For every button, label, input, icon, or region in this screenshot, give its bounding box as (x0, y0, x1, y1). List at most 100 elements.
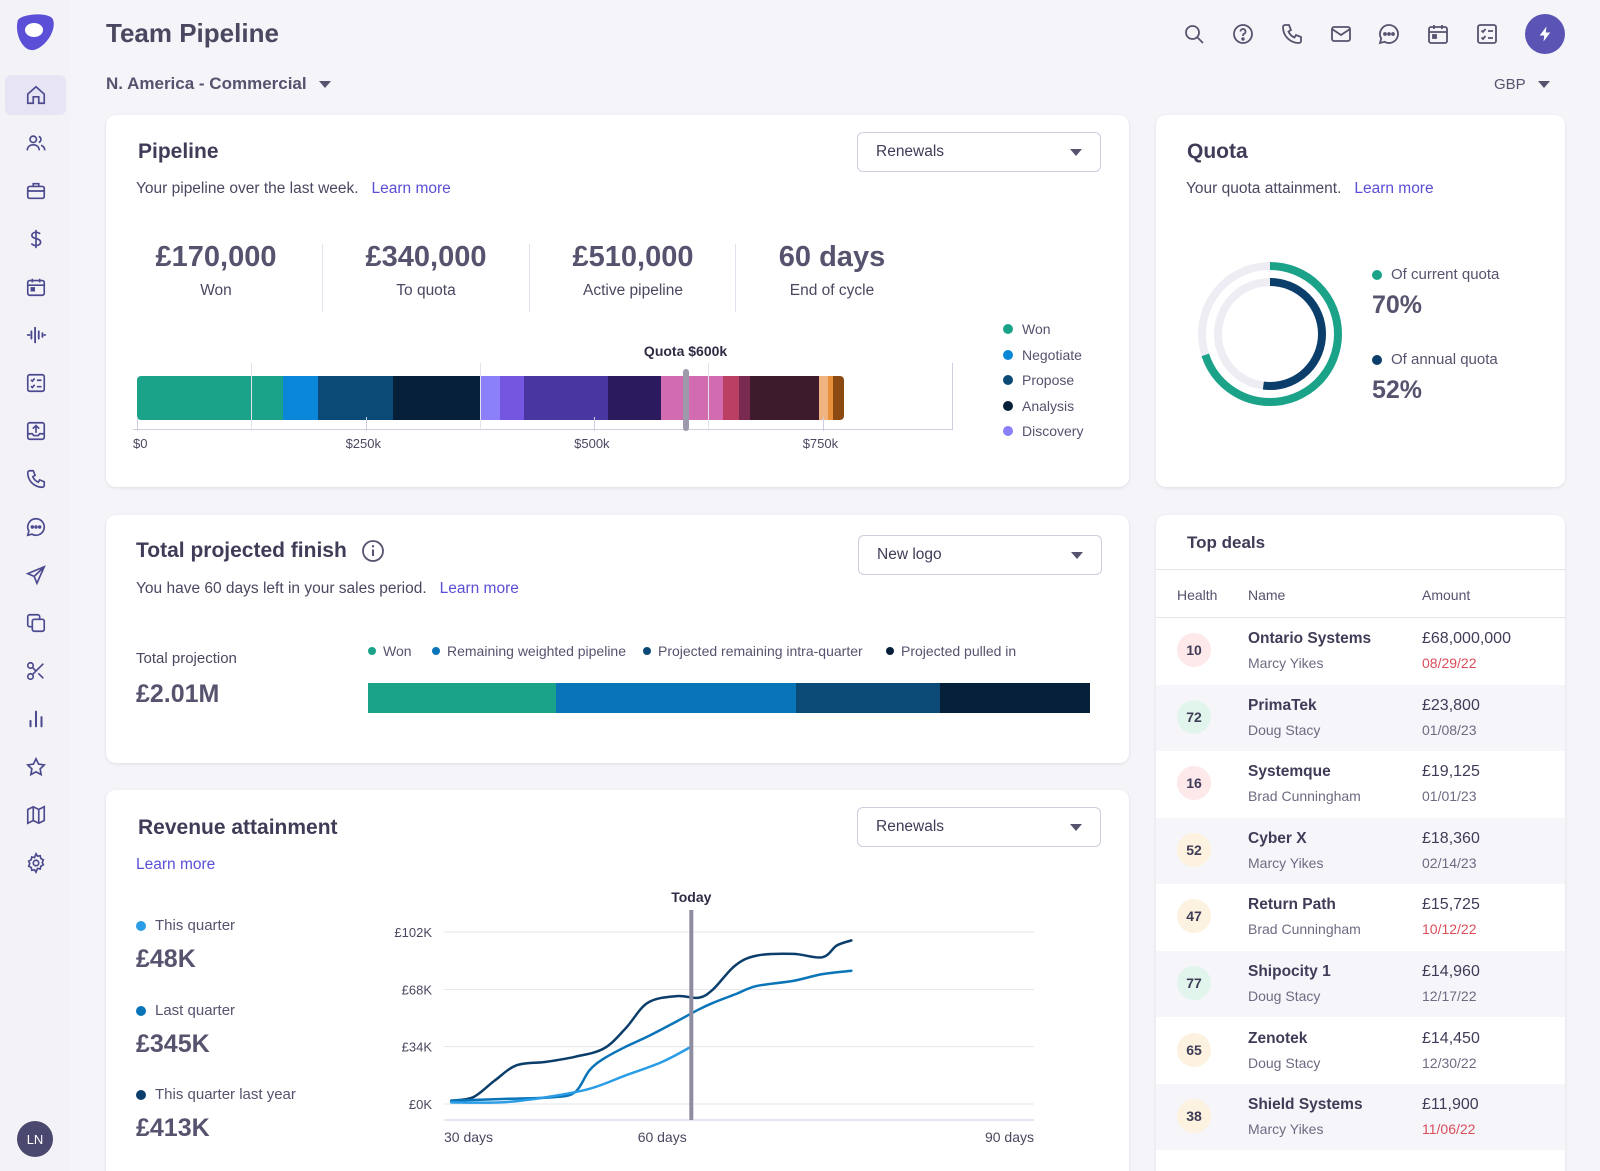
pipeline-segment[interactable] (318, 376, 394, 420)
column-health[interactable]: Health (1177, 587, 1218, 603)
deal-name: Systemque (1248, 763, 1331, 781)
nav-settings[interactable] (5, 843, 66, 883)
pipeline-segment[interactable] (283, 376, 319, 420)
tasks-button[interactable] (1475, 22, 1499, 46)
quota-subtitle-text: Your quota attainment. (1186, 180, 1342, 197)
checklist-icon (26, 373, 45, 393)
nav-calendar[interactable] (5, 267, 66, 307)
pipeline-segment[interactable] (723, 376, 740, 420)
pipeline-segment[interactable] (738, 376, 751, 420)
legend-label: Projected remaining intra-quarter (658, 643, 863, 659)
nav-reports[interactable] (5, 699, 66, 739)
x-tick-label: 90 days (985, 1129, 1034, 1145)
revenue-type-dropdown[interactable]: Renewals (857, 807, 1101, 847)
nav-territories[interactable] (5, 795, 66, 835)
nav-revenue[interactable] (5, 219, 66, 259)
help-button[interactable] (1231, 22, 1255, 46)
nav-tasks[interactable] (5, 363, 66, 403)
projection-segment[interactable] (796, 683, 940, 713)
info-icon[interactable] (361, 539, 385, 563)
nav-sequences[interactable] (5, 555, 66, 595)
nav-templates[interactable] (5, 603, 66, 643)
pipeline-learn-more-link[interactable]: Learn more (371, 180, 451, 197)
map-icon (26, 805, 45, 825)
revenue-card: Revenue attainment Learn more Renewals T… (106, 790, 1129, 1171)
quota-ring-annual (1214, 278, 1326, 390)
health-badge: 16 (1177, 766, 1211, 801)
projection-stacked-bar (368, 683, 1090, 713)
nav-chat[interactable] (5, 507, 66, 547)
total-projection-value: £2.01M (136, 680, 220, 708)
pipeline-segment[interactable] (819, 376, 829, 420)
table-row[interactable]: 65 Zenotek Doug Stacy £14,450 12/30/22 (1156, 1018, 1565, 1084)
pipeline-segment[interactable] (660, 376, 724, 420)
health-badge: 47 (1177, 899, 1211, 934)
projection-segment[interactable] (556, 683, 797, 713)
top-deals-card: Top deals Health Name Amount 10 Ontario S… (1156, 515, 1565, 1171)
pipeline-segment[interactable] (393, 376, 481, 420)
table-row[interactable]: 16 Systemque Brad Cunningham £19,125 01/01/2… (1156, 751, 1565, 817)
deal-name: Ontario Systems (1248, 630, 1372, 647)
legend-dot (1372, 269, 1382, 280)
nav-people[interactable] (5, 123, 66, 163)
mail-button[interactable] (1329, 22, 1353, 46)
pipeline-segment[interactable] (828, 376, 834, 420)
axis-gridline (708, 363, 710, 431)
user-avatar[interactable]: LN (17, 1121, 53, 1157)
currency-label: GBP (1494, 76, 1526, 93)
quick-actions-button[interactable] (1525, 14, 1565, 54)
nav-home[interactable] (5, 75, 66, 115)
phone-button[interactable] (1280, 22, 1304, 46)
axis-gridline (822, 417, 824, 431)
stat-label: End of cycle (789, 282, 875, 299)
revenue-learn-more-link[interactable]: Learn more (136, 856, 216, 873)
table-row[interactable]: 77 Shipocity 1 Doug Stacy £14,960 12/17/22 (1156, 951, 1565, 1017)
table-row[interactable]: 47 Return Path Brad Cunningham £15,725 10/12… (1156, 884, 1565, 950)
chat-button[interactable] (1377, 22, 1401, 46)
pipeline-type-dropdown[interactable]: Renewals (857, 132, 1101, 172)
table-row[interactable]: 10 Ontario Systems Marcy Yikes £68,000,000 0… (1156, 618, 1565, 684)
quota-learn-more-link[interactable]: Learn more (1354, 180, 1434, 197)
region-selector[interactable]: N. America - Commercial (106, 74, 331, 94)
dollar-icon (30, 229, 41, 249)
deal-close-date: 08/29/22 (1422, 655, 1477, 671)
pipeline-segment[interactable] (137, 376, 284, 420)
column-name[interactable]: Name (1248, 587, 1286, 603)
pipeline-segment[interactable] (607, 376, 662, 420)
pipeline-segment[interactable] (479, 376, 501, 420)
nav-calls[interactable] (5, 459, 66, 499)
legend-item: Propose (1003, 372, 1074, 388)
summary-last-quarter: Last quarter (136, 1002, 235, 1019)
nav-deals[interactable] (5, 171, 66, 211)
deal-amount: £14,450 (1422, 1029, 1480, 1047)
deal-amount: £23,800 (1422, 696, 1480, 714)
pipeline-segment[interactable] (832, 376, 844, 420)
table-row[interactable]: 52 Cyber X Marcy Yikes £18,360 02/14/23 (1156, 817, 1565, 884)
nav-conversations[interactable] (5, 315, 66, 355)
projection-type-dropdown[interactable]: New logo (858, 535, 1102, 575)
nav-inbox[interactable] (5, 411, 66, 451)
stat-to-quota: £340,000 To quota (331, 241, 521, 300)
sidebar: LN (0, 0, 70, 1171)
calendar-button[interactable] (1426, 22, 1450, 46)
deal-name: Shipocity 1 (1248, 963, 1331, 980)
search-button[interactable] (1182, 22, 1206, 46)
projection-segment[interactable] (939, 683, 1090, 713)
nav-snippets[interactable] (5, 651, 66, 691)
projection-dropdown-value: New logo (877, 546, 942, 563)
nav-favorites[interactable] (5, 747, 66, 787)
projection-segment[interactable] (368, 683, 557, 713)
currency-selector[interactable]: GBP (1494, 76, 1550, 93)
x-tick-label: 60 days (638, 1129, 687, 1145)
legend-item: Discovery (1003, 423, 1083, 439)
pipeline-segment[interactable] (499, 376, 525, 420)
projection-learn-more-link[interactable]: Learn more (439, 580, 519, 597)
table-row[interactable]: 72 PrimaTek Doug Stacy £23,800 01/08/23 (1156, 684, 1565, 751)
pipeline-segment[interactable] (749, 376, 820, 420)
table-row[interactable]: 38 Shield Systems Marcy Yikes £11,900 11/06/… (1156, 1084, 1565, 1151)
legend-item: Won (368, 643, 412, 659)
column-amount[interactable]: Amount (1422, 587, 1471, 603)
pipeline-segment[interactable] (523, 376, 609, 420)
app-logo-icon[interactable] (12, 12, 56, 52)
legend-dot (136, 1089, 146, 1100)
